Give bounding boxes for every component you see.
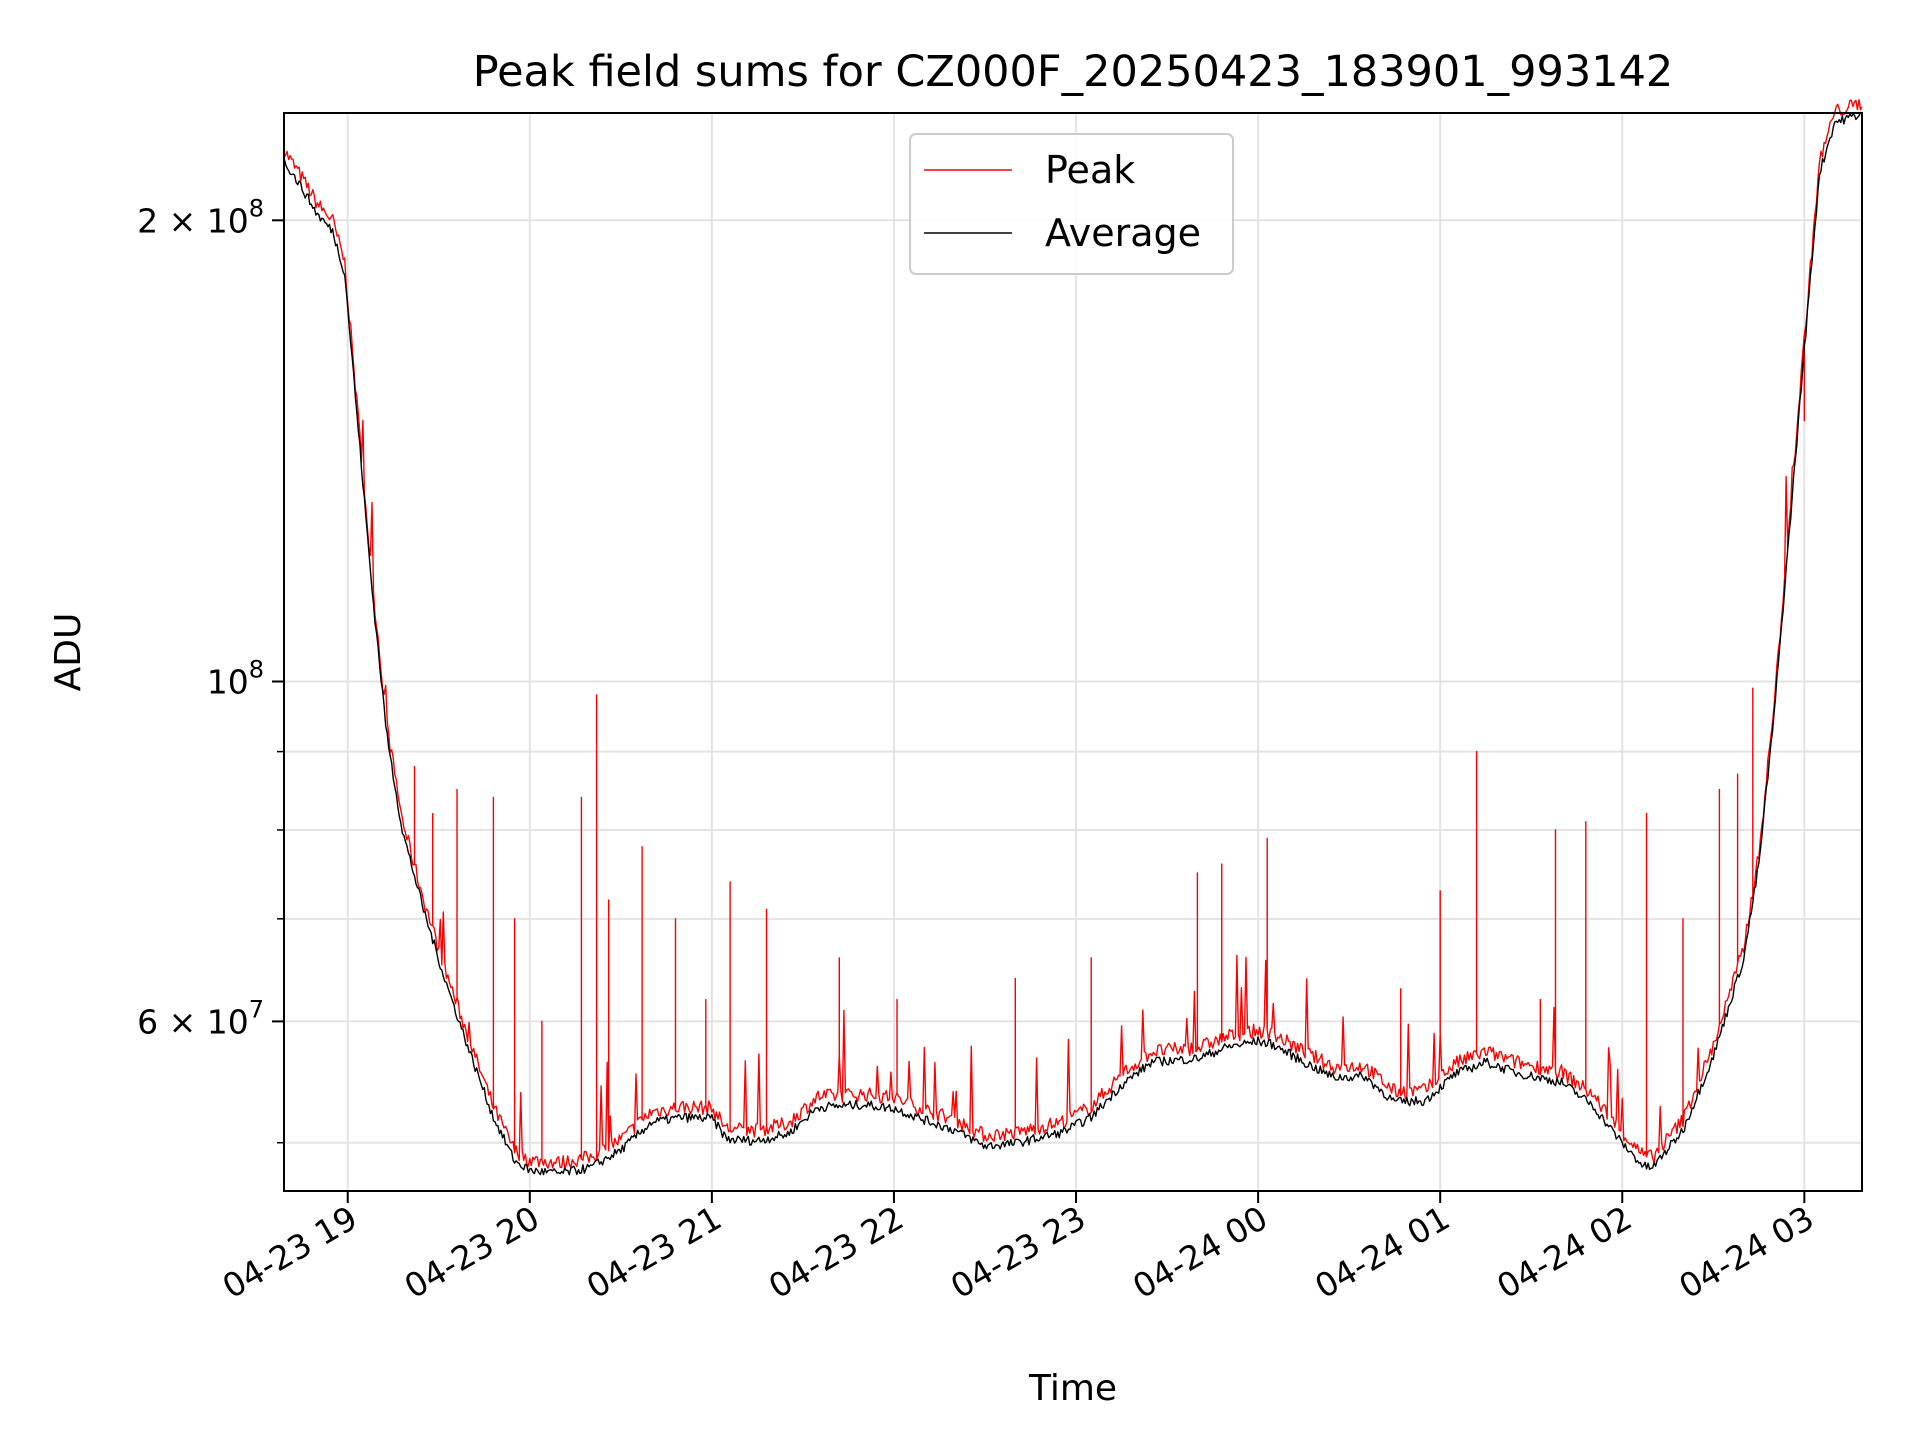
legend-label-peak: Peak xyxy=(1045,148,1135,192)
legend: Peak Average xyxy=(909,133,1234,275)
series-line-average xyxy=(283,111,1863,1176)
x-axis-label: Time xyxy=(1028,1368,1117,1409)
series-lines xyxy=(283,99,1863,1176)
legend-label-average: Average xyxy=(1045,211,1201,255)
plot-frame xyxy=(283,112,1863,1192)
y-axis-label: ADU xyxy=(48,613,89,692)
y-tick-label: 2 × 108 xyxy=(137,194,264,240)
legend-box xyxy=(909,133,1234,275)
y-tick-label: 6 × 107 xyxy=(137,995,264,1041)
series-line-peak xyxy=(283,99,1863,1169)
chart-title: Peak field sums for CZ000F_20250423_1839… xyxy=(473,47,1674,97)
y-tick-label: 108 xyxy=(207,656,264,702)
y-axis-ticks: 2 × 108 108 6 × 107 xyxy=(137,194,284,1144)
